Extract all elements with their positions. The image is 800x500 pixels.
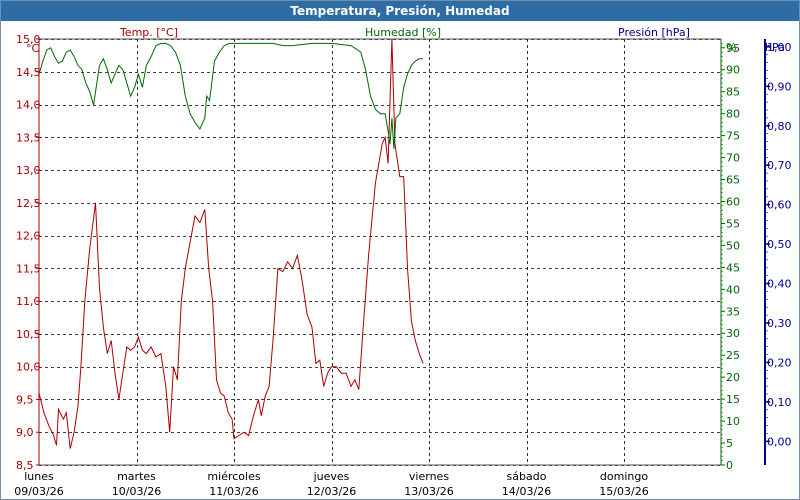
humidity-series-line (38, 42, 424, 149)
x-date-label: 12/03/26 (307, 485, 356, 498)
humidity-tick-label: 30 (726, 327, 740, 340)
humidity-tick-label: 75 (726, 130, 740, 143)
humidity-tick-label: 45 (726, 261, 740, 274)
humidity-tick-label: 35 (726, 305, 740, 318)
temp-tick-label: 9,5 (16, 393, 34, 406)
pressure-tick-label: 0,90 (767, 80, 792, 93)
humidity-axis-title: Humedad [%] (365, 26, 441, 39)
humidity-tick-label: 20 (726, 371, 740, 384)
temp-tick-label: 9,0 (16, 426, 34, 439)
pressure-axis-title: Presión [hPa] (618, 26, 690, 39)
x-day-label: martes (117, 470, 156, 483)
chart-title: Temperatura, Presión, Humedad (1, 1, 799, 21)
humidity-tick-label: 10 (726, 415, 740, 428)
temp-tick-label: 10,5 (16, 328, 41, 341)
pressure-tick-label: 0,30 (767, 317, 792, 330)
temp-unit-label: °C (26, 42, 40, 55)
x-day-label: viernes (409, 470, 449, 483)
temp-tick-label: 14,0 (16, 99, 41, 112)
pressure-tick-label: 0,50 (767, 238, 792, 251)
humidity-tick-label: 5 (726, 437, 733, 450)
pressure-tick-label: 0,40 (767, 278, 792, 291)
humidity-tick-label: 90 (726, 64, 740, 77)
humidity-tick-label: 80 (726, 108, 740, 121)
pressure-tick-label: 0,80 (767, 120, 792, 133)
humidity-tick-label: 40 (726, 283, 740, 296)
pressure-tick-label: 1,00 (767, 41, 792, 54)
plot-background (39, 39, 721, 465)
temp-tick-label: 8,5 (16, 459, 34, 472)
temp-series-line (38, 38, 424, 449)
pressure-tick-label: 0,60 (767, 199, 792, 212)
x-day-label: lunes (24, 470, 54, 483)
temp-tick-label: 11,0 (16, 295, 41, 308)
pressure-unit-label: hPa (765, 41, 785, 54)
x-day-label: jueves (313, 470, 350, 483)
temp-tick-label: 10,0 (16, 361, 41, 374)
temp-tick-label: 11,5 (16, 262, 41, 275)
x-date-label: 14/03/26 (502, 485, 551, 498)
x-day-label: domingo (600, 470, 648, 483)
pressure-tick-label: 0,20 (767, 356, 792, 369)
axes (36, 38, 770, 466)
x-date-label: 13/03/26 (404, 485, 453, 498)
humidity-tick-label: 60 (726, 195, 740, 208)
x-date-label: 11/03/26 (209, 485, 258, 498)
x-date-label: 09/03/26 (14, 485, 63, 498)
temp-tick-label: 13,5 (16, 131, 41, 144)
x-day-label: miércoles (207, 470, 260, 483)
x-date-label: 15/03/26 (599, 485, 648, 498)
temp-tick-label: 12,0 (16, 230, 41, 243)
temp-tick-label: 13,0 (16, 164, 41, 177)
grid (39, 39, 721, 466)
humidity-tick-label: 65 (726, 174, 740, 187)
pressure-tick-label: 0,00 (767, 435, 792, 448)
temp-tick-label: 12,5 (16, 197, 41, 210)
pressure-tick-label: 0,10 (767, 396, 792, 409)
labels-layer: 8,5 9,0 9,5 10,0 10,5 11,0 11,5 12,0 12,5 13,0 13,… (14, 26, 791, 498)
humidity-tick-label: 15 (726, 393, 740, 406)
temp-axis-title: Temp. [°C] (119, 26, 178, 39)
humidity-tick-label: 95 (726, 42, 740, 55)
humidity-tick-label: 50 (726, 239, 740, 252)
x-day-label: sábado (507, 470, 547, 483)
temp-tick-label: 14,5 (16, 66, 41, 79)
temp-tick-label: 15,0 (16, 33, 41, 46)
humidity-tick-label: 55 (726, 217, 740, 230)
humidity-tick-label: 0 (726, 459, 733, 472)
humidity-tick-label: 25 (726, 349, 740, 362)
x-date-label: 10/03/26 (112, 485, 161, 498)
humidity-tick-label: 70 (726, 152, 740, 165)
pressure-tick-label: 0,70 (767, 159, 792, 172)
chart-canvas: 8,5 9,0 9,5 10,0 10,5 11,0 11,5 12,0 12,5 13,0 13,… (14, 26, 791, 498)
humidity-unit-label: % (726, 41, 736, 54)
series-layer (38, 38, 424, 449)
humidity-tick-label: 85 (726, 86, 740, 99)
